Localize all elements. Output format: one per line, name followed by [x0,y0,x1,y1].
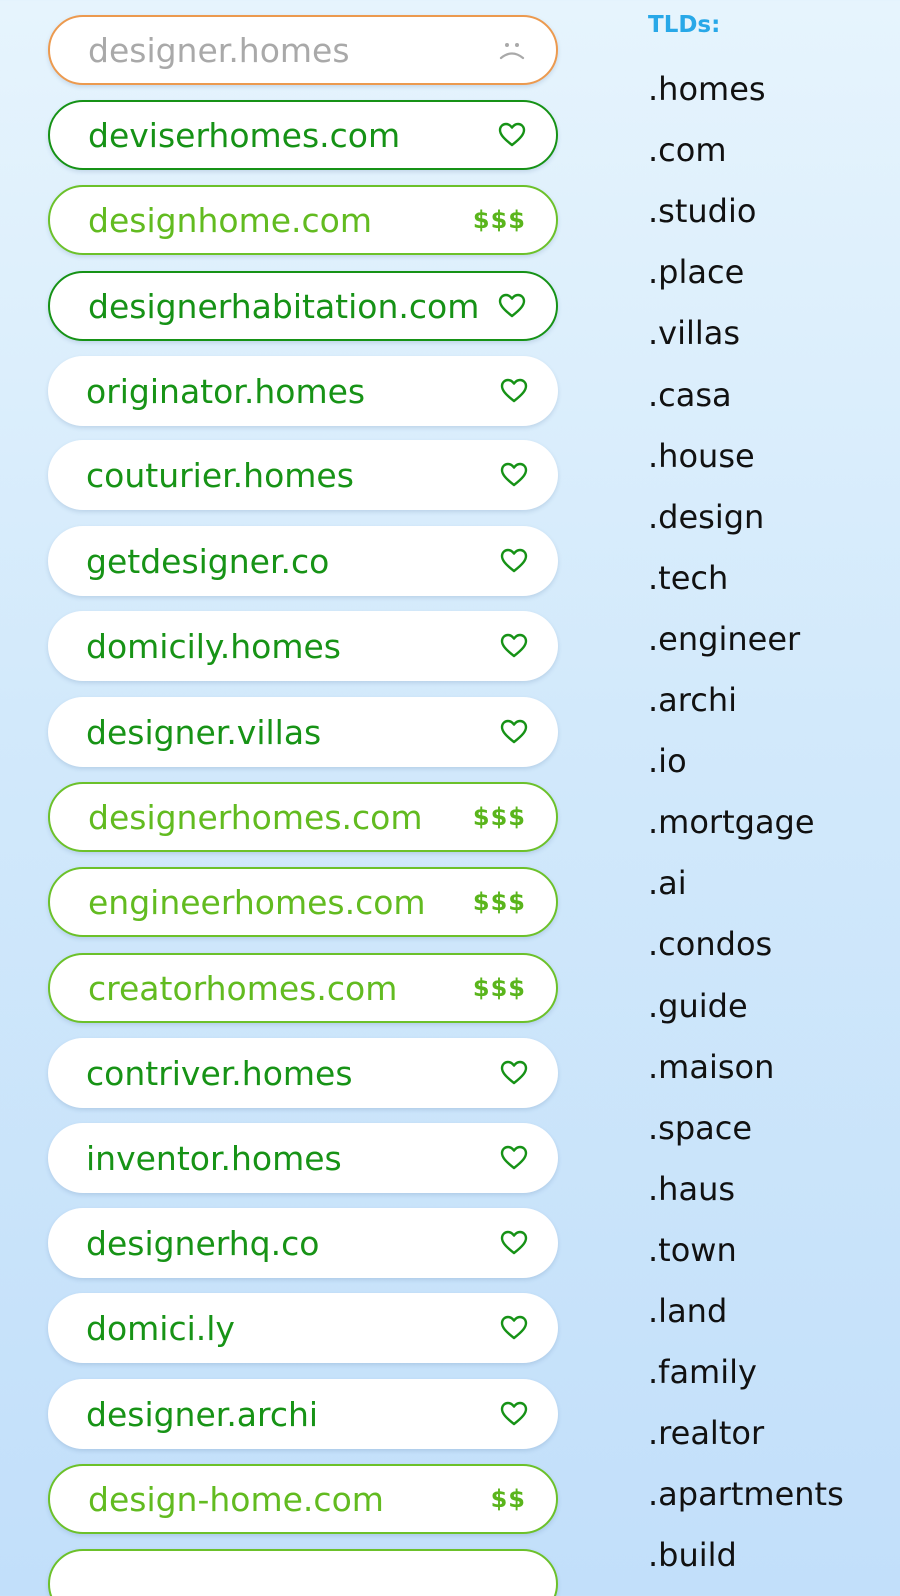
heart-icon[interactable] [500,1145,528,1171]
domain-name: deviserhomes.com [88,115,401,155]
tld-item[interactable]: .guide [648,986,748,1025]
domain-suggestion-fav[interactable]: deviserhomes.com [48,100,558,170]
premium-price-badge[interactable]: $$$ [472,974,526,1002]
domain-suggestion-plain[interactable]: designer.villas [48,697,558,767]
tld-item[interactable]: .com [648,131,727,170]
domain-name: inventor.homes [86,1138,342,1178]
heart-icon[interactable] [500,1401,528,1427]
domain-name: domicily.homes [86,626,341,666]
heart-icon[interactable] [498,122,526,148]
tld-item[interactable]: .tech [648,558,729,597]
heart-icon[interactable] [500,1315,528,1341]
premium-price-badge[interactable]: $$ [490,1485,526,1513]
domain-suggestion-plain[interactable]: contriver.homes [48,1038,558,1108]
domain-suggestion-premium[interactable]: engineerhomes.com $$$ [48,867,558,937]
domain-name: designerhq.co [86,1223,320,1263]
tld-item[interactable]: .villas [648,314,741,353]
domain-name: engineerhomes.com [88,882,426,922]
domain-suggestion-plain[interactable]: designer.archi [48,1379,558,1449]
domain-suggestion-plain[interactable]: getdesigner.co [48,526,558,596]
domain-name: getdesigner.co [86,541,330,581]
tld-item[interactable]: .ai [648,864,687,903]
tld-heading: TLDs: [648,12,721,38]
domain-suggestion-fav[interactable]: designerhabitation.com [48,271,558,341]
domain-suggestion-plain[interactable]: inventor.homes [48,1123,558,1193]
domain-name: design-home.com [88,1479,384,1519]
domain-suggestion-taken[interactable]: designer.homes [48,15,558,85]
heart-icon[interactable] [500,548,528,574]
domain-suggestion-premium[interactable]: designhome.com $$$ [48,185,558,255]
tld-item[interactable]: .realtor [648,1414,765,1453]
tld-item[interactable]: .io [648,742,687,781]
heart-icon[interactable] [500,1230,528,1256]
tld-item[interactable]: .casa [648,375,732,414]
tld-item[interactable]: .haus [648,1169,736,1208]
tld-item[interactable]: .build [648,1536,737,1575]
domain-name: creatorhomes.com [88,968,398,1008]
tld-item[interactable]: .land [648,1292,728,1330]
tld-item[interactable]: .condos [648,925,773,964]
domain-suggestion-premium[interactable]: design-home.com $$ [48,1464,558,1534]
domain-name: originator.homes [86,371,366,411]
domain-suggestion-premium[interactable]: designerhomes.com $$$ [48,782,558,852]
domain-name: designer.archi [86,1394,319,1434]
domain-name: contriver.homes [86,1053,353,1093]
domain-name: designer.villas [86,712,322,752]
domain-suggestion-premium[interactable]: creatorhomes.com $$$ [48,953,558,1023]
tld-item[interactable]: .studio [648,192,757,231]
domain-name: designerhomes.com [88,797,423,837]
premium-price-badge[interactable]: $$$ [472,888,526,916]
heart-icon[interactable] [500,1060,528,1086]
domain-suggestion-plain[interactable]: domicily.homes [48,611,558,681]
domain-suggestion-plain[interactable]: originator.homes [48,356,558,426]
domain-name: designhome.com [88,200,372,240]
heart-icon[interactable] [500,633,528,659]
tld-item[interactable]: .apartments [648,1475,844,1514]
frown-icon [498,37,526,63]
tld-item[interactable]: .town [648,1230,737,1269]
heart-icon[interactable] [498,293,526,319]
tld-item[interactable]: .homes [648,70,766,108]
tld-item[interactable]: .archi [648,681,737,719]
tld-item[interactable]: .space [648,1108,753,1147]
domain-suggestion-premium[interactable] [48,1549,558,1596]
tld-item[interactable]: .family [648,1353,757,1392]
tld-item[interactable]: .engineer [648,619,801,658]
tld-item[interactable]: .place [648,253,745,292]
tld-item[interactable]: .maison [648,1047,775,1086]
domain-name: couturier.homes [86,455,354,495]
domain-suggestion-plain[interactable]: couturier.homes [48,440,558,510]
heart-icon[interactable] [500,378,528,404]
premium-price-badge[interactable]: $$$ [472,206,526,234]
heart-icon[interactable] [500,719,528,745]
domain-name: domici.ly [86,1308,235,1348]
domain-name: designerhabitation.com [88,286,480,326]
premium-price-badge[interactable]: $$$ [472,803,526,831]
heart-icon[interactable] [500,462,528,488]
tld-item[interactable]: .design [648,497,765,536]
tld-item[interactable]: .house [648,436,755,475]
tld-item[interactable]: .mortgage [648,803,815,842]
domain-name: designer.homes [88,30,350,70]
domain-suggestion-plain[interactable]: domici.ly [48,1293,558,1363]
domain-suggestion-plain[interactable]: designerhq.co [48,1208,558,1278]
